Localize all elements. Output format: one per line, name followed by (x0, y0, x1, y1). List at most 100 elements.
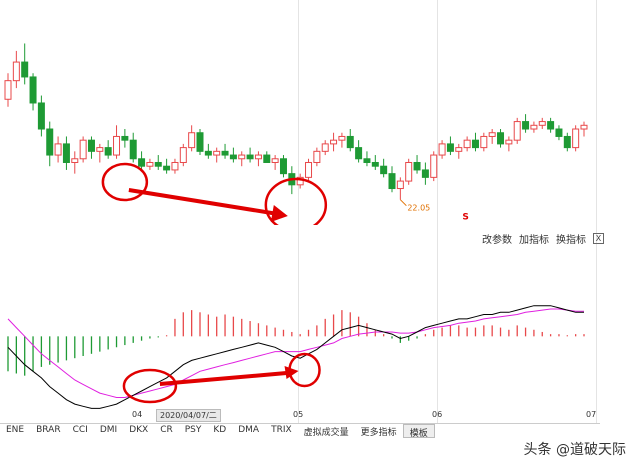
tab-indicator[interactable]: CCI (72, 425, 88, 435)
candle-body (196, 132, 204, 152)
candle (522, 114, 530, 133)
candle (380, 158, 388, 178)
candle-body (46, 128, 54, 156)
candle-body (21, 61, 29, 78)
switch-indicator-button[interactable]: 换指标 (556, 234, 586, 246)
candle-body (171, 161, 179, 171)
candle (213, 147, 221, 163)
candle-body (405, 161, 413, 182)
candle-body (330, 139, 338, 145)
candle-body (154, 161, 162, 167)
candle-body (221, 150, 229, 156)
watermark-text: 头条 @道破天际 (523, 442, 626, 458)
candle (154, 155, 162, 170)
candlestick-chart[interactable]: 22.05 S (0, 0, 600, 225)
candle-body (279, 158, 287, 175)
candle (330, 132, 338, 152)
candle-body (188, 132, 196, 149)
low-price-label: 22.05 (407, 204, 430, 213)
candle-body (547, 121, 555, 130)
candle-body (163, 165, 171, 171)
candle-body (497, 132, 505, 145)
candle (229, 147, 237, 163)
candle-body (371, 161, 379, 167)
tab-indicator[interactable]: 更多指标 (360, 428, 397, 438)
tab-indicator[interactable]: DMI (99, 425, 118, 435)
change-params-button[interactable]: 改参数 (482, 234, 512, 246)
candle (455, 143, 463, 159)
candle-body (296, 176, 304, 186)
candle (488, 129, 496, 144)
candle-body (313, 150, 321, 163)
candle-body (522, 121, 530, 130)
tab-indicator[interactable]: 模板 (402, 424, 435, 439)
candle (271, 155, 279, 170)
date-tick: 07 (586, 410, 597, 419)
candle (246, 147, 254, 163)
macd-chart[interactable] (0, 247, 600, 427)
candle (4, 73, 12, 107)
candle (188, 125, 196, 152)
candle-body (305, 161, 313, 178)
candle (313, 147, 321, 167)
candle (254, 151, 262, 167)
tab-indicator[interactable]: CR (160, 425, 173, 435)
cursor-date-label: 2020/04/07/二 (156, 409, 221, 422)
candle-body (396, 180, 404, 190)
date-axis: 04 2020/04/07/二 05 06 07 (0, 408, 600, 422)
add-indicator-button[interactable]: 加指标 (519, 234, 549, 246)
candle-body (71, 158, 79, 163)
candle (530, 121, 538, 133)
gridline-07 (596, 0, 597, 423)
candle-body (37, 102, 45, 130)
candle (37, 95, 45, 137)
gridline-05 (298, 0, 299, 423)
arrow-head (270, 205, 288, 222)
candle-body (271, 158, 279, 163)
candle-body (96, 147, 104, 152)
tab-indicator[interactable]: PSY (184, 425, 202, 435)
candle (421, 162, 429, 185)
candle (405, 158, 413, 185)
candle (138, 151, 146, 170)
date-tick: 05 (293, 410, 304, 419)
candle (96, 143, 104, 163)
candle (572, 125, 580, 152)
candle-body (480, 135, 488, 149)
candle-body (113, 135, 121, 156)
candle (438, 140, 446, 159)
candle-body (563, 135, 571, 149)
signal-mark: S (462, 213, 468, 223)
candle (113, 125, 121, 159)
candle-body (455, 147, 463, 152)
candle (505, 136, 513, 152)
candle-body (138, 158, 146, 167)
candle-body (104, 147, 112, 156)
tab-indicator[interactable]: TRIX (271, 425, 292, 435)
candle (12, 50, 20, 89)
arrow-head (284, 366, 299, 379)
low-pointer (399, 199, 407, 207)
highlight-circle (122, 368, 178, 404)
candle-body (488, 132, 496, 137)
candle (71, 151, 79, 174)
candle (563, 132, 571, 152)
candle (146, 158, 154, 170)
candle (580, 121, 588, 137)
candle (121, 129, 129, 148)
tab-indicator[interactable]: KD (213, 425, 227, 435)
candle-body (505, 139, 513, 145)
tab-indicator[interactable]: ENE (6, 425, 25, 435)
indicator-toolbar: 改参数 加指标 换指标 X (482, 230, 604, 246)
candle (513, 117, 521, 144)
tab-indicator[interactable]: 虚拟成交量 (303, 428, 349, 438)
candle-body (421, 169, 429, 178)
candle (363, 151, 371, 167)
candle-body (430, 154, 438, 178)
close-icon[interactable]: X (593, 232, 604, 244)
tab-indicator[interactable]: DKX (129, 425, 149, 435)
tab-indicator[interactable]: BRAR (36, 425, 61, 435)
tab-indicator[interactable]: DMA (238, 425, 260, 435)
candle (413, 155, 421, 174)
